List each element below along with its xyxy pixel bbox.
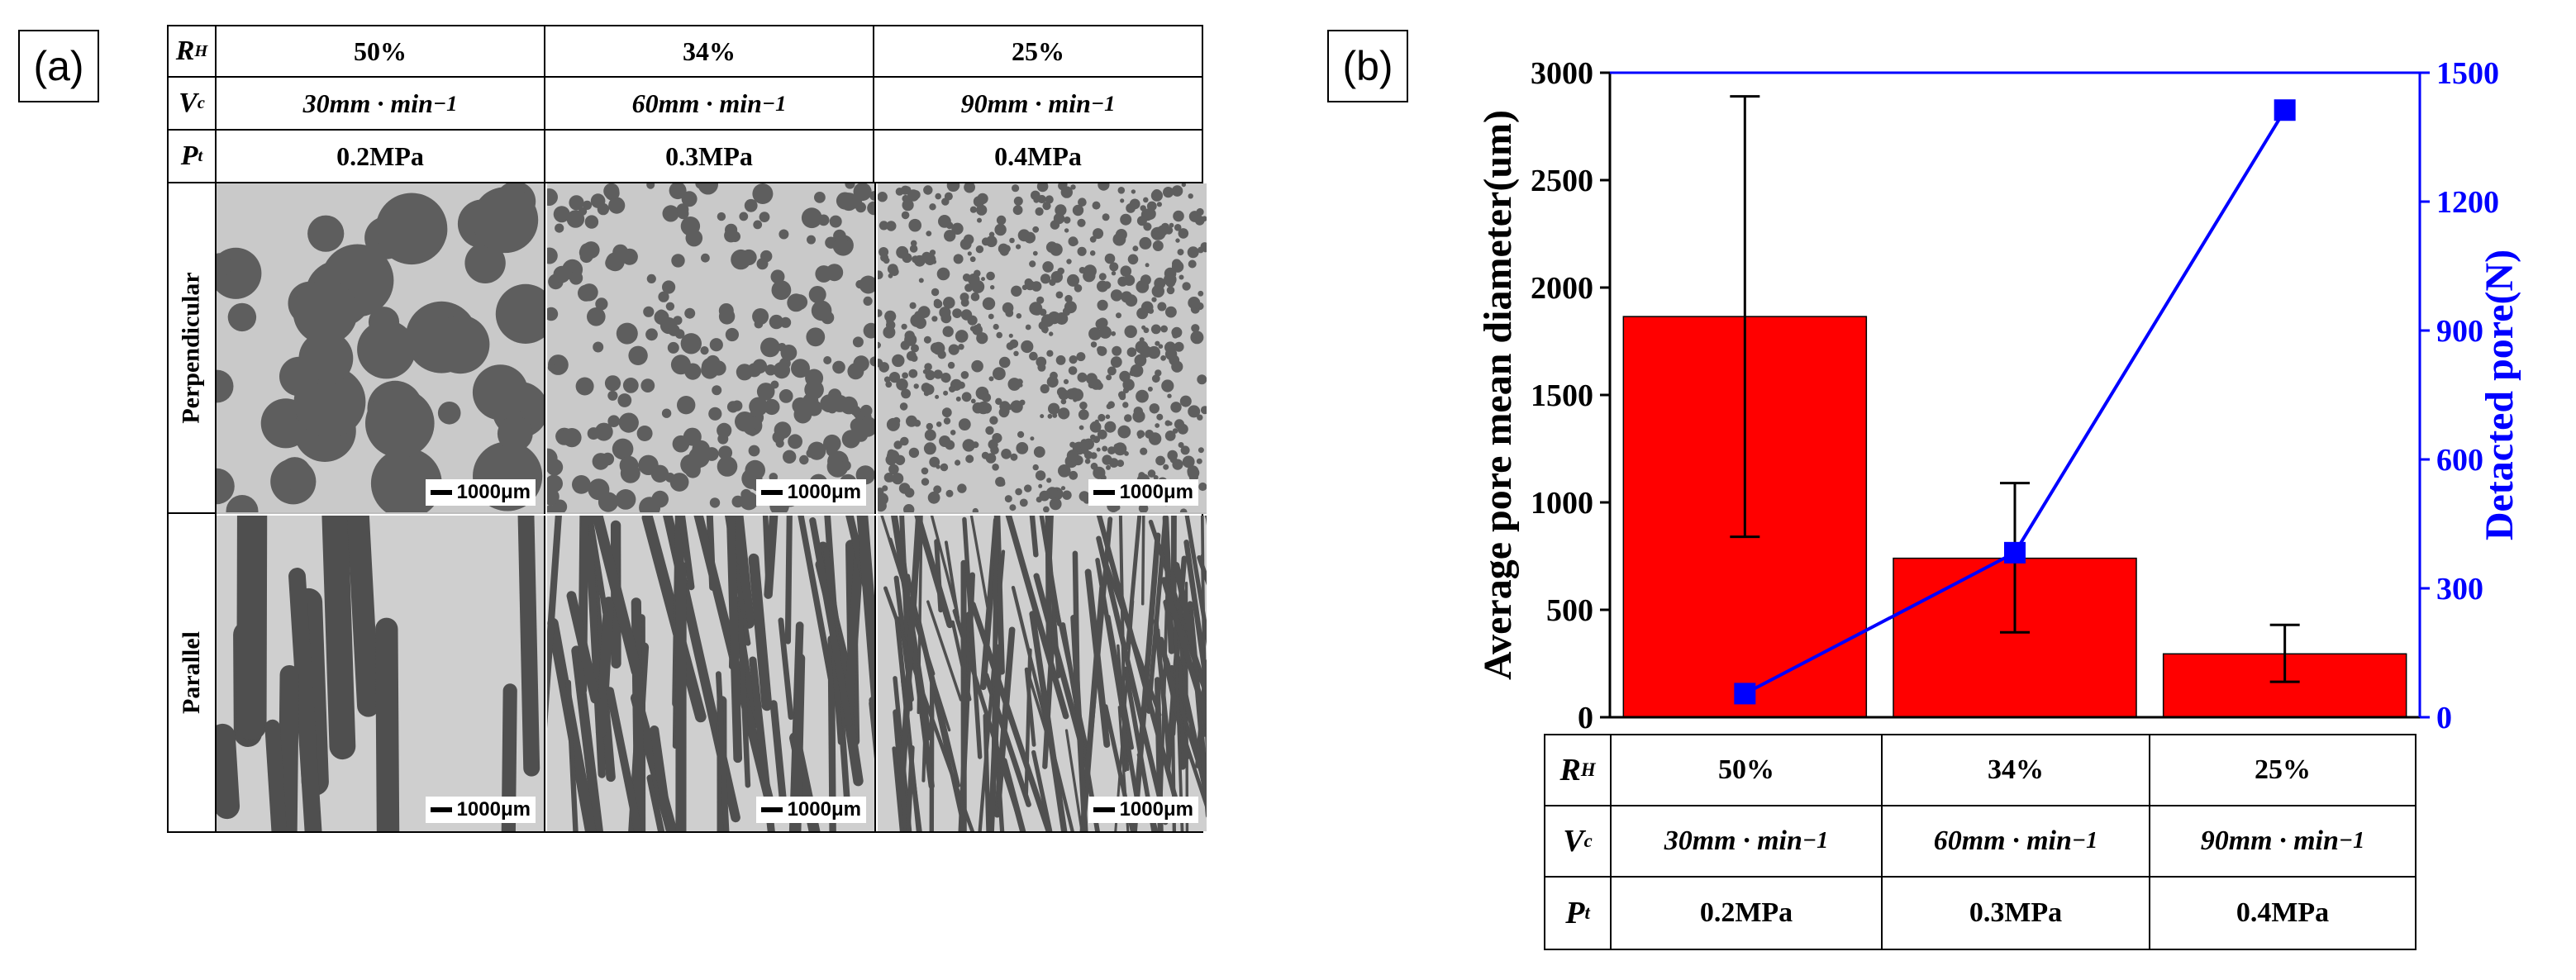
param-value: 34% [1883, 735, 2150, 805]
y2-tick-label: 1500 [2436, 56, 2499, 91]
param-value: 50% [1612, 735, 1883, 805]
y-tick-label: 1000 [1531, 486, 1593, 521]
scale-bar: 1000μm [755, 797, 866, 823]
param-value: 60mm · min −1 [1883, 806, 2150, 876]
scale-bar: 1000μm [1088, 479, 1198, 506]
micrograph-parallel-1: 1000μm [217, 516, 545, 831]
detected-pore-point [2004, 541, 2026, 564]
y-tick-label: 3000 [1531, 56, 1593, 91]
param-value: 30mm · min −1 [1612, 806, 1883, 876]
scale-bar: 1000μm [425, 797, 536, 823]
y-tick-label: 500 [1546, 593, 1593, 628]
micrograph-parallel-2: 1000μm [547, 516, 876, 831]
scale-bar: 1000μm [425, 479, 536, 506]
y2-tick-label: 600 [2436, 443, 2483, 478]
y-axis-title: Average pore mean diameter(um) [1476, 110, 1520, 680]
y2-axis-title: Detacted pore(N) [2478, 250, 2521, 540]
y2-tick-label: 1200 [2436, 185, 2499, 220]
scale-bar: 1000μm [1088, 797, 1198, 823]
param-value: 90mm · min −1 [960, 88, 1116, 118]
y2-tick-label: 900 [2436, 314, 2483, 349]
y-tick-label: 2000 [1531, 271, 1593, 306]
param-value: 30mm · min −1 [217, 78, 545, 129]
param-value: 50% [217, 26, 545, 76]
param-value: 0.2MPa [217, 131, 545, 182]
micrograph-perpendicular-3: 1000μm [878, 183, 1207, 514]
scale-bar: 1000μm [755, 479, 866, 506]
param-value: 90mm · min −1 [2200, 825, 2365, 856]
param-value: 0.2MPa [1612, 878, 1883, 949]
micrograph-parallel-3: 1000μm [878, 516, 1207, 831]
micrograph-perpendicular-1: 1000μm [217, 183, 545, 514]
y2-tick-label: 0 [2436, 701, 2452, 735]
row-label-perpendicular: Perpendicular [169, 183, 217, 514]
panel-a-label: (a) [18, 30, 99, 102]
param-value: 25% [2255, 754, 2311, 785]
y2-tick-label: 300 [2436, 572, 2483, 607]
pore-chart: 0 500 1000 1500 2000 2500 3000 0 300 600 900 1200 15… [1476, 56, 2521, 735]
row-label-parallel: Parallel [169, 514, 217, 831]
detected-pore-point [2274, 99, 2296, 121]
micrograph-perpendicular-2: 1000μm [547, 183, 876, 514]
y-tick-label: 0 [1578, 701, 1593, 735]
y-tick-label: 2500 [1531, 164, 1593, 198]
param-value: 25% [1012, 36, 1064, 66]
param-value: 34% [545, 26, 874, 76]
panel-b-label: (b) [1327, 30, 1408, 102]
param-value: 0.3MPa [1883, 878, 2150, 949]
param-value: 0.3MPa [545, 131, 874, 182]
param-value: 0.4MPa [994, 140, 1082, 171]
y-tick-label: 1500 [1531, 378, 1593, 413]
param-value: 60mm · min −1 [545, 78, 874, 129]
param-value: 0.4MPa [2236, 897, 2330, 928]
detected-pore-point [1734, 683, 1756, 705]
